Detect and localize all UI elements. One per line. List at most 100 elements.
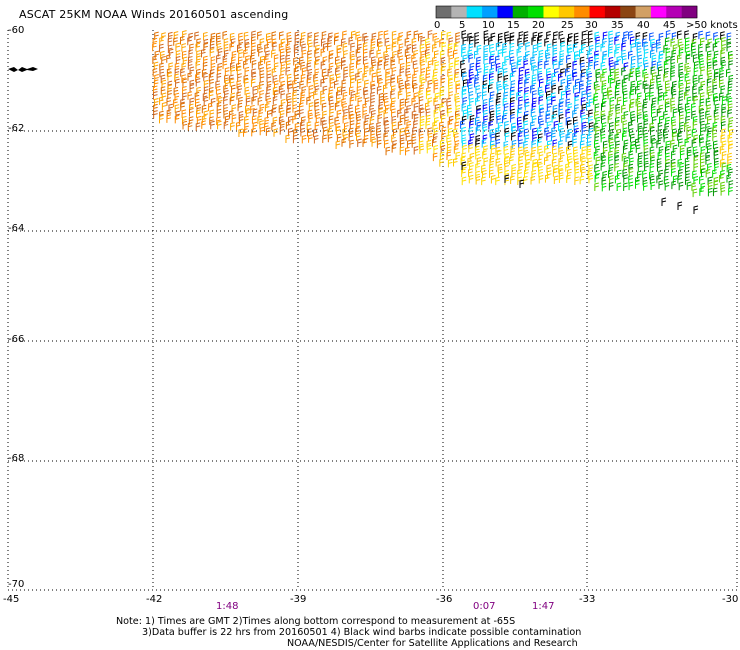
wind-barb <box>614 68 620 78</box>
wind-barb <box>588 109 593 118</box>
wind-barb <box>307 68 313 78</box>
wind-barb <box>439 86 445 95</box>
wind-barb <box>518 96 523 105</box>
wind-barb <box>173 86 179 96</box>
legend-swatch <box>436 6 452 18</box>
wind-barb <box>700 66 705 75</box>
wind-barb <box>448 91 454 100</box>
wind-barb <box>720 169 725 179</box>
legend-swatch <box>466 6 483 18</box>
wind-barb <box>586 67 591 77</box>
wind-barb <box>661 197 667 206</box>
wind-barb <box>195 73 200 82</box>
wind-barb <box>195 42 201 52</box>
wind-barb <box>588 45 594 54</box>
wind-barb <box>210 120 215 130</box>
wind-barb <box>432 138 437 147</box>
wind-barb <box>371 32 377 42</box>
wind-barb <box>483 109 488 119</box>
wind-barb <box>600 73 605 82</box>
wind-barb <box>530 108 536 117</box>
wind-barb <box>328 62 334 72</box>
wind-barb <box>650 38 655 48</box>
wind-barb <box>671 116 676 125</box>
wind-barb <box>581 168 586 177</box>
wind-barb <box>440 109 445 119</box>
wind-barb <box>588 164 594 173</box>
wind-barb <box>369 66 375 76</box>
wind-barb <box>376 127 381 137</box>
wind-barb <box>474 38 479 48</box>
wind-barb <box>320 116 326 126</box>
wind-barb <box>259 38 265 47</box>
wind-barb <box>643 132 648 142</box>
wind-barb <box>721 121 726 130</box>
wind-barb <box>419 74 425 83</box>
wind-barb <box>455 38 460 47</box>
wind-barb <box>322 110 327 120</box>
wind-barb <box>287 127 293 137</box>
wind-barb <box>678 138 683 147</box>
wind-barb <box>719 79 724 88</box>
legend-label: 0 <box>434 20 441 31</box>
wind-barb <box>441 30 446 40</box>
wind-barb <box>727 122 733 132</box>
wind-barb <box>608 110 614 119</box>
wind-barb <box>357 43 362 53</box>
wind-barb <box>509 49 514 59</box>
wind-barb <box>525 50 530 60</box>
wind-barb <box>504 31 509 40</box>
wind-barb <box>181 50 187 60</box>
wind-barb <box>300 61 305 71</box>
wind-barb <box>341 79 347 88</box>
wind-barb <box>313 90 318 99</box>
wind-barb <box>546 164 552 173</box>
wind-barb <box>244 122 249 132</box>
wind-barb <box>670 62 676 71</box>
wind-barb <box>588 56 594 66</box>
note-line-1: Note: 1) Times are GMT 2)Times along bot… <box>116 616 516 627</box>
wind-barb <box>496 150 502 159</box>
wind-barb <box>700 80 706 90</box>
wind-barb <box>511 163 517 173</box>
wind-barb <box>295 62 300 72</box>
wind-barb <box>259 120 264 129</box>
wind-barb <box>502 48 507 57</box>
wind-barb <box>467 110 472 120</box>
wind-barb <box>594 139 599 149</box>
wind-barb <box>706 132 712 142</box>
wind-barb <box>412 60 418 69</box>
wind-barb <box>482 126 488 135</box>
wind-barb <box>551 72 557 82</box>
wind-barb <box>448 115 454 125</box>
wind-barb <box>628 50 633 60</box>
wind-barb <box>622 84 627 94</box>
wind-barb <box>705 169 711 178</box>
wind-barb <box>383 92 388 102</box>
wind-barb <box>439 38 444 48</box>
longitude-label: -42 <box>146 594 163 605</box>
wind-barb <box>355 110 361 120</box>
wind-barb <box>201 115 207 124</box>
wind-barb <box>427 30 433 39</box>
wind-barb <box>552 60 558 70</box>
wind-barb <box>391 42 397 52</box>
wind-barb <box>537 36 542 45</box>
wind-barb <box>643 42 649 51</box>
wind-barb <box>706 67 712 76</box>
wind-barb <box>637 162 643 172</box>
wind-barb <box>650 66 656 75</box>
wind-barb <box>175 42 181 52</box>
wind-barb <box>552 49 558 59</box>
wind-barb <box>292 86 298 96</box>
wind-barb <box>468 126 474 136</box>
wind-barb <box>545 49 550 58</box>
wind-barb <box>446 140 452 149</box>
wind-barb <box>495 139 501 148</box>
wind-barb <box>678 127 683 137</box>
wind-barb <box>370 133 375 142</box>
wind-barb <box>231 84 236 94</box>
wind-barb <box>727 152 732 162</box>
wind-barb <box>236 62 241 72</box>
wind-barb <box>418 127 424 137</box>
